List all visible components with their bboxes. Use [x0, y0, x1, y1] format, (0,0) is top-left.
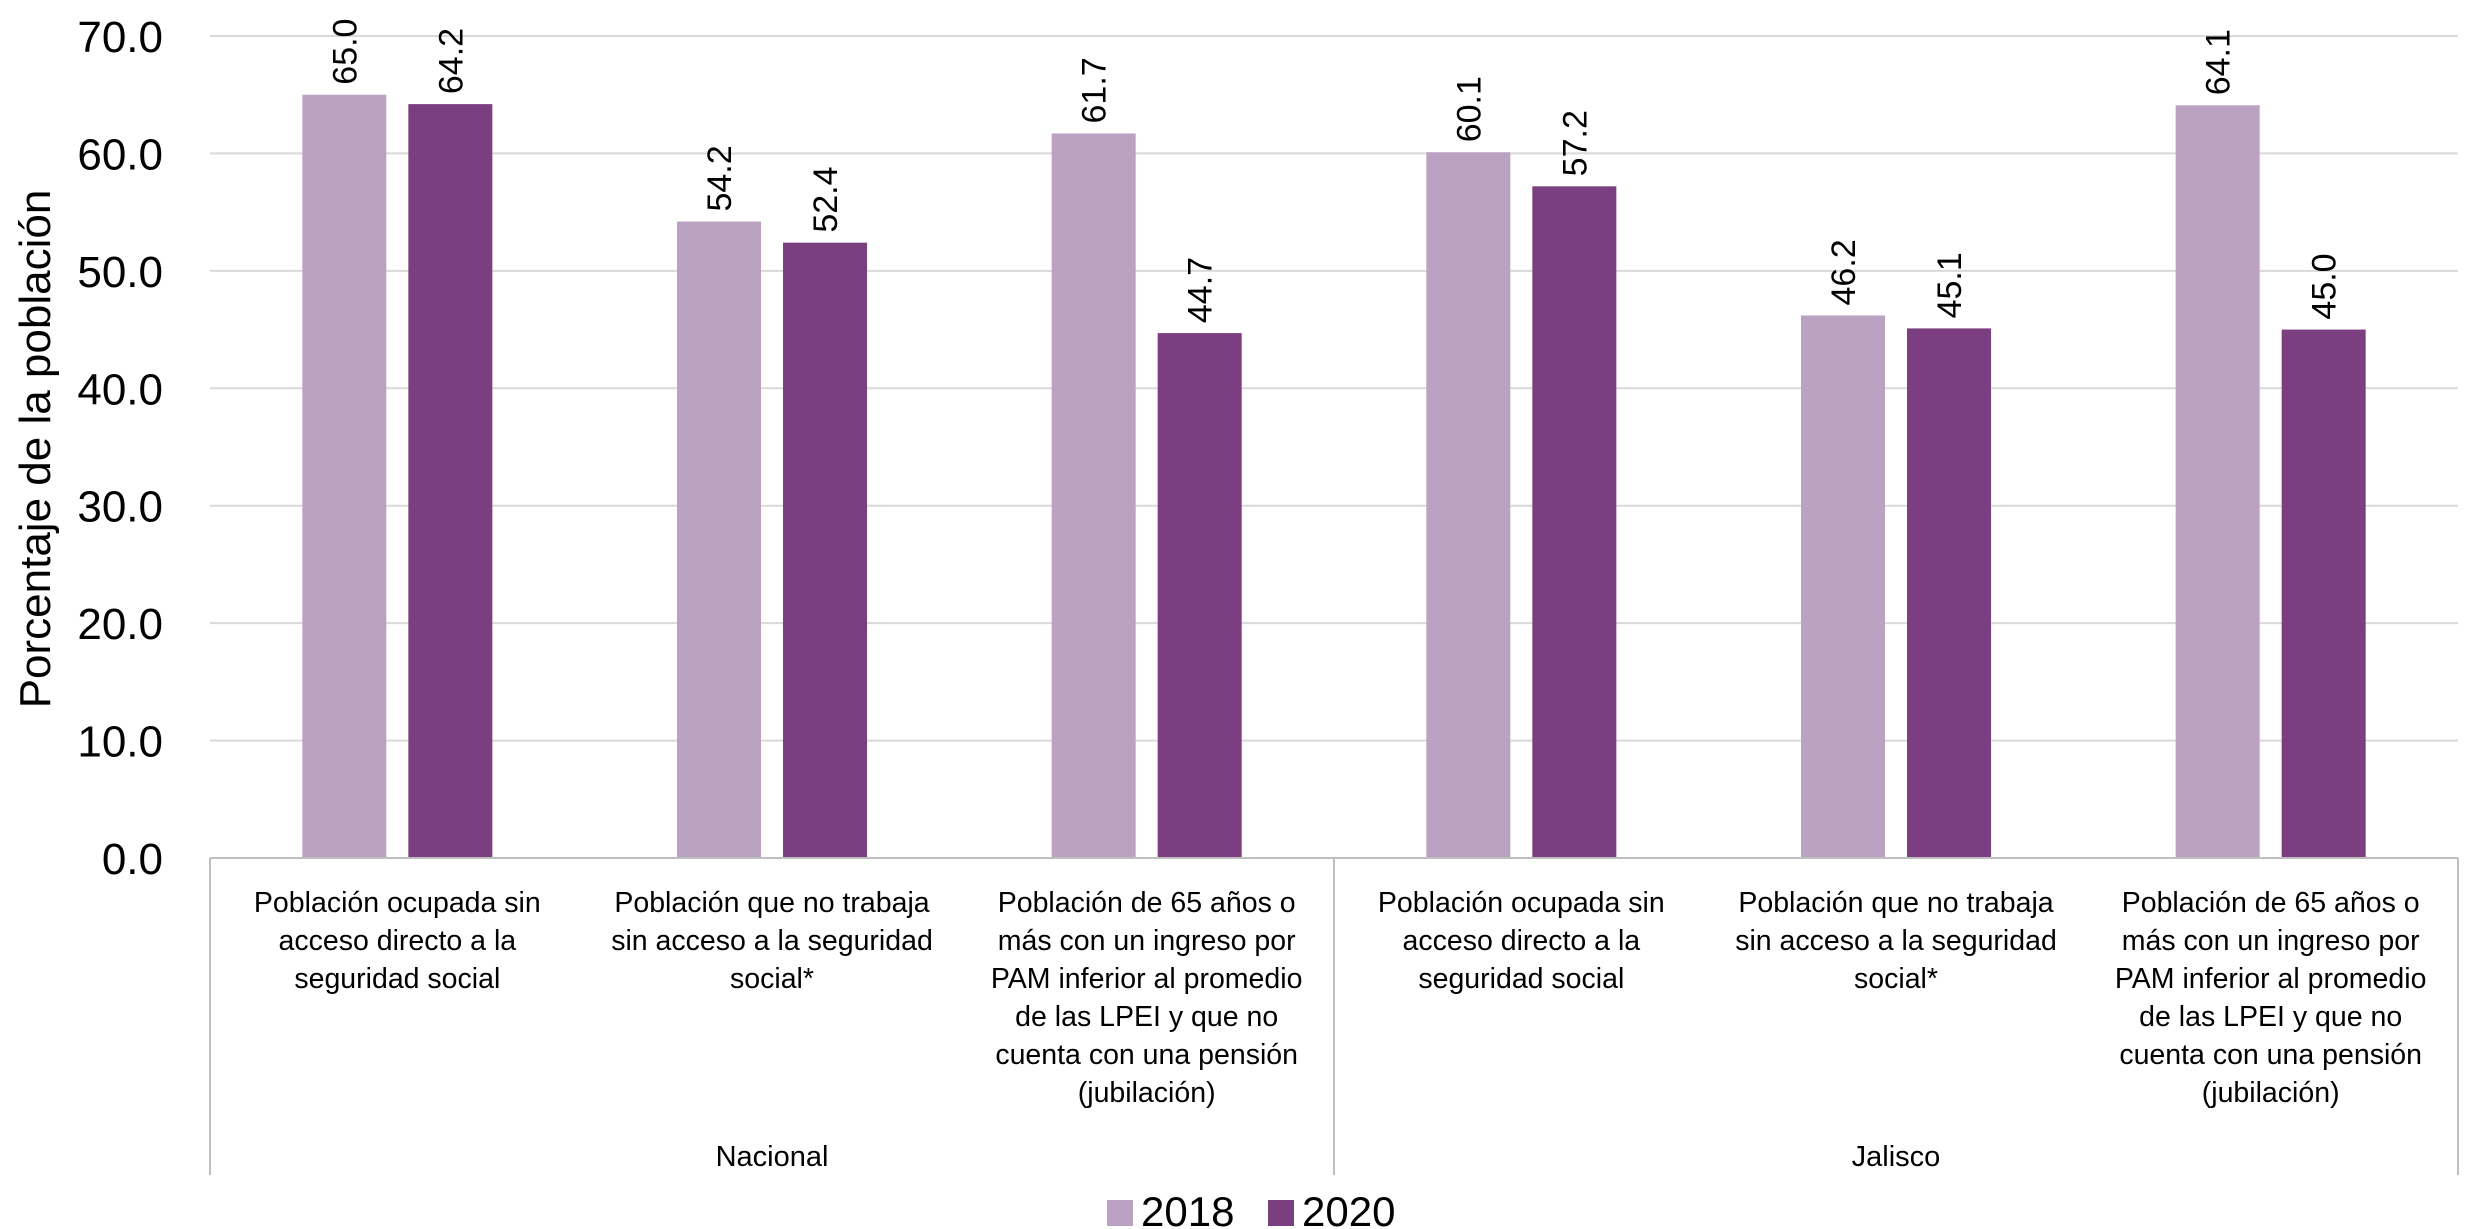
y-tick-label: 40.0 — [77, 365, 163, 414]
data-label: 64.2 — [432, 28, 470, 94]
bar-2018 — [1051, 133, 1136, 859]
category-label-line: de las LPEI y que no — [1015, 1001, 1278, 1033]
data-label: 57.2 — [1556, 110, 1594, 176]
bar-2018 — [1426, 152, 1511, 859]
legend-label-2020: 2020 — [1302, 1188, 1395, 1229]
legend-swatch-2018 — [1107, 1200, 1133, 1226]
category-label: Población de 65 años o más con un ingreso… — [991, 887, 1303, 1109]
category-label: Población que no trabaja sin acceso a la … — [611, 887, 933, 995]
category-label-line: Población que no trabaja — [614, 887, 929, 919]
y-axis-label: Porcentaje de la población — [11, 190, 60, 709]
legend-label-2018: 2018 — [1141, 1188, 1234, 1229]
category-label-line: Población de 65 años o — [998, 887, 1296, 919]
data-label: 46.2 — [1825, 239, 1863, 305]
x-axis: Población ocupada sin acceso directo a la… — [209, 857, 2459, 1175]
category-label-line: (jubilación) — [1078, 1077, 1216, 1109]
y-tick-label: 20.0 — [77, 600, 163, 649]
y-tick-label: 70.0 — [77, 13, 163, 62]
data-labels: 65.0 64.2 54.2 52.4 61.7 44.7 60.1 57.2 46.2 45.1… — [326, 19, 2343, 324]
category-label-line: acceso directo a la — [279, 925, 517, 957]
data-label: 54.2 — [701, 145, 739, 211]
legend-swatch-2020 — [1268, 1200, 1294, 1226]
data-label: 61.7 — [1076, 57, 1114, 123]
category-label: Población ocupada sin acceso directo a la… — [254, 887, 541, 995]
category-label: Población que no trabaja sin acceso a la … — [1735, 887, 2057, 995]
gridlines — [210, 35, 2458, 742]
y-tick-label: 50.0 — [77, 248, 163, 297]
data-label: 64.1 — [2200, 29, 2238, 95]
category-label-line: seguridad social — [1418, 963, 1624, 995]
category-label-line: seguridad social — [294, 963, 500, 995]
bar-2018 — [2175, 105, 2260, 859]
data-label: 65.0 — [326, 19, 364, 85]
category-label-line: más con un ingreso por — [998, 925, 1296, 957]
y-tick-label: 0.0 — [102, 835, 163, 884]
data-label: 44.7 — [1182, 257, 1220, 323]
bar-2018 — [302, 94, 387, 858]
y-tick-label: 30.0 — [77, 483, 163, 532]
bar-2018 — [677, 221, 761, 859]
category-label-line: sin acceso a la seguridad — [611, 925, 933, 957]
group-label: Jalisco — [1852, 1141, 1941, 1173]
category-label-line: Población ocupada sin — [1378, 887, 1665, 919]
bar-2020 — [1532, 186, 1617, 858]
bar-2020 — [1157, 333, 1242, 858]
group-label: Nacional — [716, 1141, 829, 1173]
data-label: 45.0 — [2306, 253, 2344, 319]
category-label-line: Población que no trabaja — [1738, 887, 2053, 919]
bar-2020 — [2281, 329, 2366, 859]
category-label-line: acceso directo a la — [1403, 925, 1641, 957]
bar-2020 — [783, 242, 867, 858]
category-label-line: PAM inferior al promedio — [2115, 963, 2427, 995]
category-label-line: Población de 65 años o — [2122, 887, 2420, 919]
category-label-line: social* — [730, 963, 814, 995]
category-label-line: Población ocupada sin — [254, 887, 541, 919]
category-label-line: (jubilación) — [2202, 1077, 2340, 1109]
category-label: Población ocupada sin acceso directo a la… — [1378, 887, 1665, 995]
data-label: 52.4 — [807, 166, 845, 232]
bar-2018 — [1801, 315, 1885, 859]
bars — [302, 94, 2366, 859]
category-label-line: PAM inferior al promedio — [991, 963, 1303, 995]
category-label-line: cuenta con una pensión — [2119, 1039, 2422, 1071]
legend: 2018 2020 — [1107, 1188, 1395, 1229]
bar-2020 — [1907, 328, 1991, 858]
category-label-line: más con un ingreso por — [2122, 925, 2420, 957]
data-label: 45.1 — [1931, 252, 1969, 318]
data-label: 60.1 — [1450, 76, 1488, 142]
category-label-line: social* — [1854, 963, 1938, 995]
y-axis-ticks: 0.0 10.0 20.0 30.0 40.0 50.0 60.0 70.0 — [77, 13, 163, 884]
category-label-line: sin acceso a la seguridad — [1735, 925, 2057, 957]
y-tick-label: 10.0 — [77, 718, 163, 767]
category-label-line: cuenta con una pensión — [995, 1039, 1298, 1071]
bar-2020 — [408, 104, 493, 858]
category-label: Población de 65 años o más con un ingreso… — [2115, 887, 2427, 1109]
category-label-line: de las LPEI y que no — [2139, 1001, 2402, 1033]
y-tick-label: 60.0 — [77, 130, 163, 179]
